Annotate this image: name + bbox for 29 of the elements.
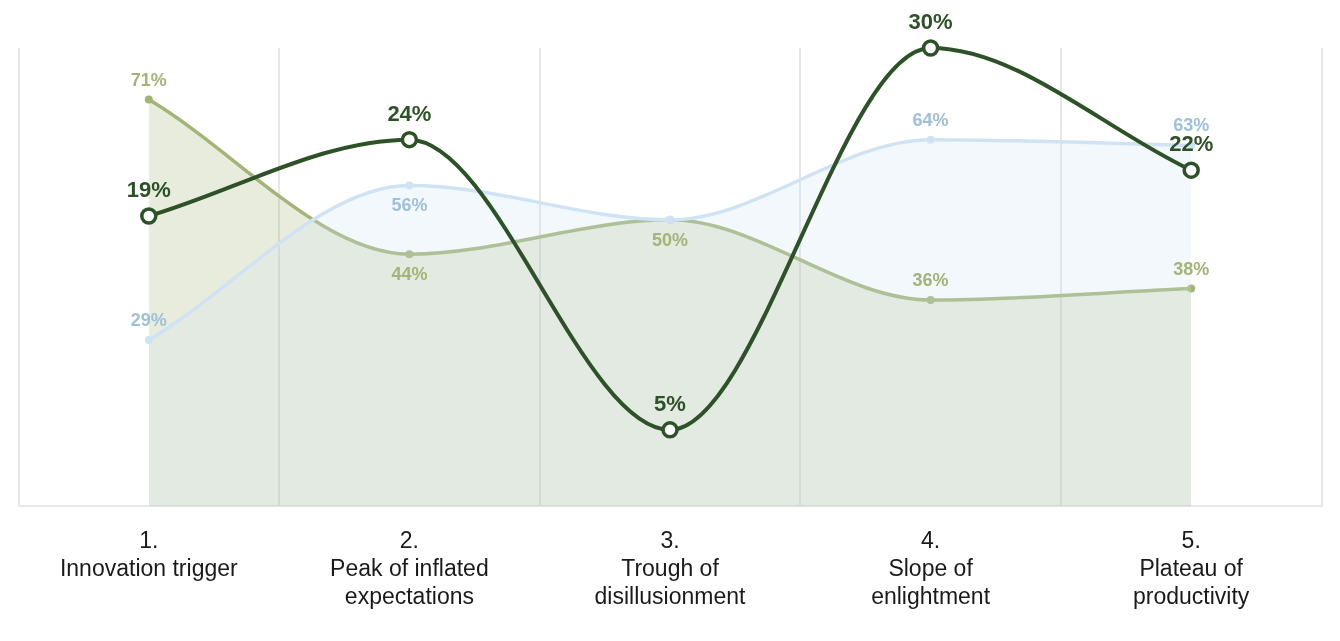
x-tick-label: 4. Slope of enlightment [871, 527, 991, 609]
point [921, 39, 940, 57]
data-label: 24% [387, 100, 432, 126]
point [405, 250, 414, 259]
point [400, 130, 419, 149]
data-label: 38% [1173, 258, 1210, 279]
x-tick-label: 5. Plateau of productivity [1133, 527, 1250, 609]
data-label: 19% [126, 177, 171, 203]
x-tick-label: 3. Trough of disillusionment [594, 527, 747, 609]
data-label: 64% [912, 109, 949, 130]
point [1182, 161, 1200, 179]
point [926, 296, 935, 305]
data-label: 36% [912, 269, 949, 290]
data-label: 29% [130, 310, 167, 331]
x-tick-label: 2. Peak of inflated expectations [330, 527, 489, 609]
point [926, 135, 935, 144]
data-label: 44% [391, 264, 428, 285]
point [405, 181, 414, 190]
point [140, 207, 158, 225]
point [144, 95, 153, 104]
point [144, 336, 153, 345]
data-label: 5% [654, 390, 686, 416]
data-label: 50% [651, 229, 689, 250]
data-label: 56% [391, 195, 428, 216]
point [661, 421, 679, 439]
point [1187, 284, 1196, 293]
data-label: 71% [130, 69, 167, 90]
x-tick-label: 1. Innovation trigger [59, 527, 238, 581]
data-label: 30% [908, 9, 953, 35]
